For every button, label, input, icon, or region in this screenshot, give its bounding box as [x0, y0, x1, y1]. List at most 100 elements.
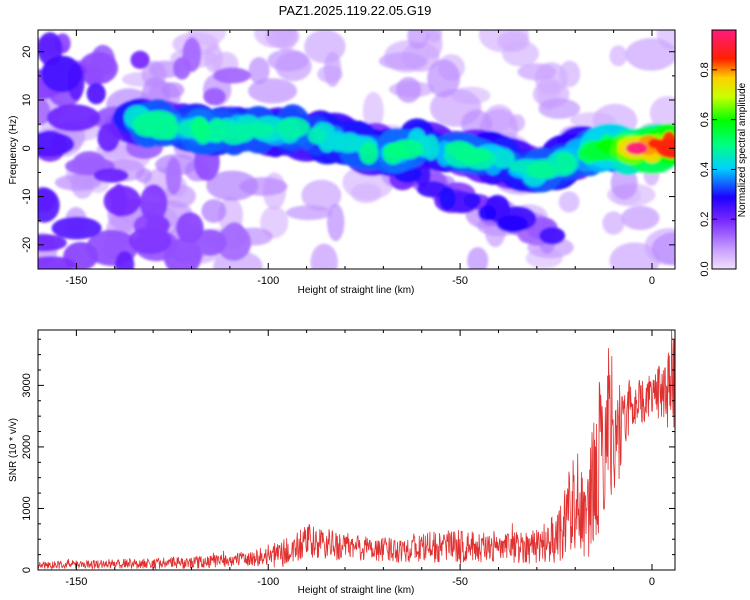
snr-y-axis-label: SNR (10 * v/v)	[8, 418, 19, 482]
heatmap-cell	[327, 203, 345, 242]
heatmap-cell	[324, 51, 342, 87]
heatmap-cell	[285, 205, 333, 221]
heatmap-cell	[301, 179, 342, 211]
heatmap-cell	[38, 234, 67, 252]
spectrogram-x-tick-label: 0	[649, 275, 655, 287]
snr-ticks: -150 -100 -50 0 0 1000 2000 3000	[21, 330, 675, 588]
heatmap-cell	[649, 96, 675, 130]
heatmap-cell	[201, 199, 227, 223]
heatmap-cell	[132, 113, 163, 138]
heatmap-cell	[350, 183, 382, 204]
heatmap-cell	[609, 242, 660, 269]
heatmap-cell	[625, 38, 675, 71]
heatmap-cell	[453, 147, 491, 164]
snr-y-tick-label: 3000	[21, 373, 33, 397]
heatmap-cell	[602, 211, 625, 235]
heatmap-cell	[396, 77, 422, 103]
heatmap-cell	[517, 63, 557, 81]
heatmap-cell	[38, 98, 51, 126]
heatmap-cell	[496, 215, 528, 233]
heatmap-cell	[54, 174, 102, 191]
figure-title: PAZ1.2025.119.22.05.G19	[279, 3, 432, 18]
heatmap-cell	[130, 50, 150, 69]
colorbar-tick-label: 0.4	[699, 162, 711, 177]
heatmap-cell	[383, 142, 410, 159]
heatmap-cell	[248, 57, 270, 85]
heatmap-cell	[46, 104, 101, 132]
heatmap-cell	[538, 98, 581, 119]
spectrogram-y-axis-label: Frequency (Hz)	[8, 116, 19, 185]
heatmap-cell	[556, 152, 576, 174]
colorbar-tick-label: 0.0	[699, 261, 711, 276]
heatmap-cell	[625, 142, 648, 155]
heatmap-cell	[362, 91, 384, 131]
colorbar-tick-label: 0.2	[699, 212, 711, 227]
heatmap-cell	[213, 67, 251, 84]
snr-x-axis-label: Height of straight line (km)	[298, 585, 415, 596]
heatmap-cell	[656, 138, 675, 159]
spectrogram-x-tick-label: -50	[452, 275, 468, 287]
snr-x-tick-label: -100	[257, 576, 279, 588]
heatmap-cell	[41, 55, 83, 93]
colorbar-tick-label: 0.8	[699, 62, 711, 77]
heatmap-cell	[115, 251, 135, 269]
heatmap-cell	[558, 191, 580, 213]
heatmap-cell	[38, 131, 75, 157]
heatmap-cell	[621, 205, 660, 230]
snr-x-tick-label: -50	[452, 576, 468, 588]
spectrogram-x-tick-label: -100	[257, 275, 279, 287]
colorbar-frame	[711, 29, 737, 270]
spectrogram-heatmap	[38, 30, 675, 269]
heatmap-cell	[310, 243, 338, 269]
heatmap-cell	[135, 168, 152, 184]
heatmap-cell	[439, 186, 456, 211]
heatmap-cell	[86, 82, 106, 105]
heatmap-cell	[240, 122, 276, 138]
heatmap-cell	[222, 222, 247, 250]
heatmap-cell	[248, 78, 298, 104]
snr-x-tick-label: 0	[649, 576, 655, 588]
heatmap-cell	[463, 193, 481, 208]
heatmap-cell	[128, 226, 172, 255]
heatmap-cell	[267, 49, 309, 72]
heatmap-cell	[307, 126, 327, 145]
spectrogram-x-axis-label: Height of straight line (km)	[298, 285, 415, 296]
snr-plot-area	[38, 330, 675, 570]
heatmap-cell	[163, 238, 202, 269]
colorbar-tick-label: 0.6	[699, 112, 711, 127]
heatmap-cell	[83, 64, 104, 87]
spectrogram-y-tick-label: 10	[21, 94, 33, 106]
heatmap-cell	[38, 256, 77, 269]
colorbar: 0.0 0.2 0.4 0.6 0.8 Normalized spectral ampl…	[699, 29, 748, 277]
heatmap-cell	[467, 247, 489, 269]
snr-panel: -150 -100 -50 0 0 1000 2000 3000 Height of stra…	[8, 329, 676, 596]
heatmap-cell	[359, 141, 379, 165]
heatmap-cell	[207, 117, 227, 143]
heatmap-cell	[190, 116, 209, 138]
snr-y-tick-label: 0	[21, 567, 33, 573]
colorbar-label: Normalized spectral amplitude	[737, 82, 748, 217]
heatmap-cell	[139, 184, 168, 222]
snr-frame	[37, 329, 676, 571]
heatmap-cell	[497, 31, 530, 52]
heatmap-cell	[492, 149, 515, 169]
heatmap-cell	[407, 30, 429, 50]
heatmap-cell	[526, 161, 557, 179]
snr-y-tick-label: 1000	[21, 496, 33, 520]
heatmap-cell	[378, 52, 427, 70]
heatmap-cell	[427, 59, 461, 98]
heatmap-cell	[161, 82, 185, 98]
heatmap-cell	[176, 212, 204, 244]
colorbar-gradient	[712, 30, 736, 269]
snr-series-line	[38, 330, 675, 570]
heatmap-cell	[173, 57, 191, 80]
spectrogram-x-tick-label: -150	[65, 275, 87, 287]
heatmap-cell	[38, 187, 60, 223]
spectrogram-y-tick-label: -10	[21, 189, 33, 205]
colorbar-ticks: 0.0 0.2 0.4 0.6 0.8	[699, 62, 736, 277]
spectrogram-y-tick-label: 20	[21, 46, 33, 58]
heatmap-cell	[206, 170, 259, 201]
heatmap-cell	[539, 227, 566, 245]
